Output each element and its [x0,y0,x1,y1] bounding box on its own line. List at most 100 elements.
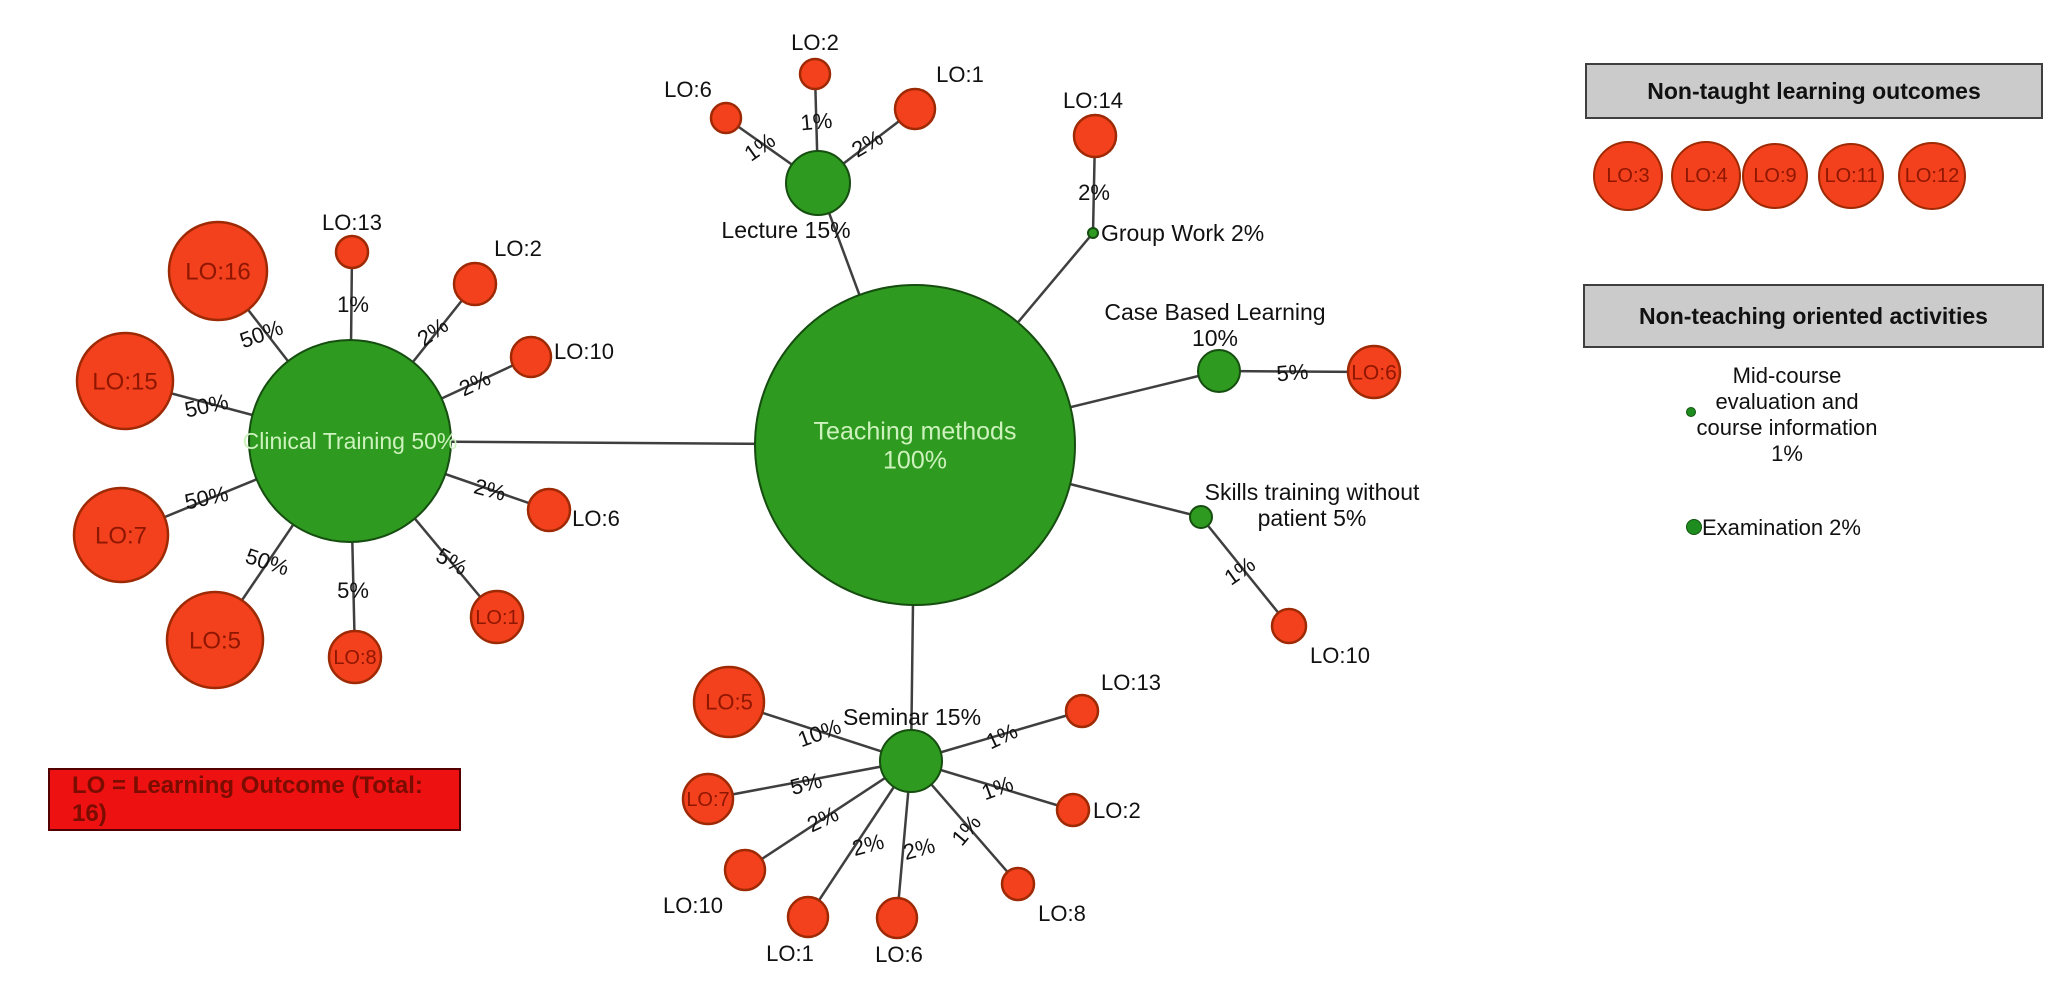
node-label-sk10: LO:10 [1310,643,1370,668]
node-circle-l6 [709,101,743,135]
non-taught-lo-label: LO:9 [1753,164,1797,187]
node-circle-sk [1189,505,1213,529]
edge-pct-label: 50% [243,543,293,580]
node-circle-t [754,284,1076,606]
mid-course-item: Mid-course evaluation and course informa… [1637,363,1937,467]
node-circle-s7 [681,772,735,826]
node-circle-c5 [165,590,265,690]
non-taught-lo-circle: LO:4 [1671,141,1741,211]
examination-item: Examination 2% [1702,515,1861,540]
node-circle-c7 [72,486,170,584]
node-circle-s6 [875,896,919,940]
non-taught-panel-title: Non-taught learning outcomes [1647,77,1981,104]
node-circle-l1 [893,87,937,131]
node-circle-s2 [1055,792,1091,828]
node-label-s: Seminar 15% [843,704,981,730]
edge-sk-sk10 [1200,516,1290,627]
mid-course-line: 1% [1771,441,1803,466]
node-label-c1: LO:1 [475,607,518,629]
node-circle-g [1087,227,1099,239]
node-circle-s5 [692,665,766,739]
edge-pct-label: 5% [787,768,824,800]
node-label-g14: LO:14 [1063,88,1123,113]
edge-pct-label: 1% [978,771,1016,805]
node-label-t: Teaching methods 100% [814,417,1017,474]
node-label-s2: LO:2 [1093,798,1141,823]
edge-s-s7 [707,759,912,801]
edge-pct-label: 2% [1078,180,1110,205]
node-circle-g14 [1072,113,1118,159]
node-label-s6: LO:6 [875,942,923,967]
node-label-c13: LO:13 [322,210,382,235]
non-teaching-panel-title: Non-teaching oriented activities [1639,302,1988,329]
node-label-c6: LO:6 [572,506,620,531]
node-circle-s [879,729,943,793]
node-label-sk: Skills training without patient 5% [1205,479,1420,531]
node-circle-l [785,150,851,216]
edge-pct-label: 2% [900,833,937,865]
edge-pct-label: 2% [849,829,886,861]
node-label-c15: LO:15 [92,368,157,395]
node-label-s5: LO:5 [705,690,753,715]
edge-pct-label: 2% [803,801,842,837]
non-taught-lo-label: LO:11 [1824,164,1878,187]
edge-pct-label: 1% [799,108,833,136]
legend-text: LO = Learning Outcome (Total: 16) [72,771,423,827]
examination-dot-icon [1686,519,1702,535]
node-label-s8: LO:8 [1038,901,1086,926]
node-circle-s10 [723,848,767,892]
node-label-c10: LO:10 [554,339,614,364]
node-label-s1: LO:1 [766,941,814,966]
edge-pct-label: 2% [455,365,494,401]
edge-pct-label: 1% [946,810,986,850]
node-circle-c10 [509,335,553,379]
edge-pct-label: 1% [982,718,1021,754]
node-circle-sk10 [1270,607,1308,645]
node-label-s13: LO:13 [1101,670,1161,695]
node-circle-cb6 [1346,344,1402,400]
node-label-c: Clinical Training 50% [243,428,458,454]
edge-pct-label: 5% [1275,359,1309,387]
node-label-cb: Case Based Learning 10% [1104,299,1325,351]
node-circle-c13 [334,234,370,270]
node-label-c2: LO:2 [494,236,542,261]
non-taught-lo-circle: LO:12 [1898,142,1966,210]
non-taught-lo-label: LO:4 [1684,164,1728,187]
node-circle-s1 [786,895,830,939]
node-circle-c [248,339,452,543]
node-circle-c2 [452,261,498,307]
non-taught-lo-circle: LO:3 [1593,141,1663,211]
mid-course-line: Mid-course [1732,363,1842,388]
mid-course-line: evaluation and [1715,389,1859,414]
node-label-c7: LO:7 [95,522,147,549]
node-circle-c16 [167,220,269,322]
node-label-s10: LO:10 [663,893,723,918]
edge-pct-label: 5% [337,578,369,603]
node-circle-s8 [1000,866,1036,902]
legend-box: LO = Learning Outcome (Total: 16) [48,768,461,831]
edge-pct-label: 1% [337,292,369,317]
non-taught-panel: Non-taught learning outcomes [1585,63,2043,119]
edge-pct-label: 50% [182,389,230,423]
edge-pct-label: 5% [432,543,472,581]
edge-pct-label: 50% [182,481,230,515]
node-label-cb6: LO:6 [1351,361,1397,384]
non-taught-lo-label: LO:3 [1606,164,1650,187]
node-label-c8: LO:8 [333,647,376,669]
node-circle-c15 [75,331,175,431]
node-circle-c8 [327,629,383,685]
node-label-s7: LO:7 [686,789,729,811]
node-label-c16: LO:16 [185,258,250,285]
node-label-g: Group Work 2% [1101,220,1264,246]
node-circle-l2 [798,57,832,91]
non-taught-lo-circle: LO:9 [1742,143,1808,209]
node-label-c5: LO:5 [189,627,241,654]
node-circle-c6 [526,487,572,533]
mid-course-line: course information [1696,415,1878,440]
node-circle-s13 [1064,693,1100,729]
non-taught-lo-label: LO:12 [1904,164,1960,187]
node-label-l1: LO:1 [936,62,984,87]
edge-pct-label: 2% [471,474,508,506]
